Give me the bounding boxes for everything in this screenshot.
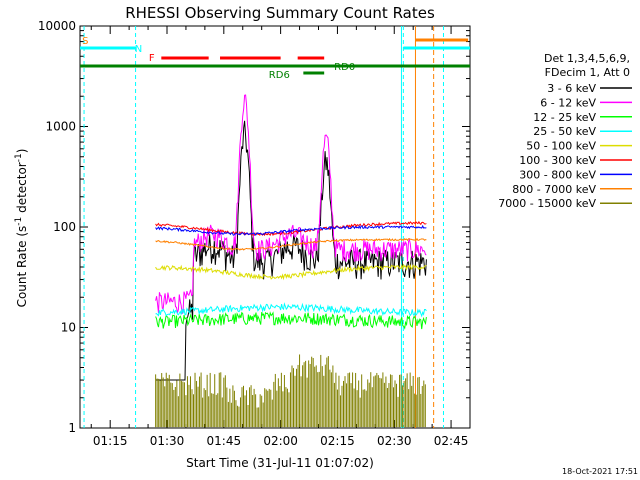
legend-item-label: 25 - 50 keV: [533, 125, 596, 138]
legend-item-label: 300 - 800 keV: [519, 168, 596, 181]
legend-header: FDecim 1, Att 0: [545, 66, 630, 79]
series-line: [155, 224, 427, 236]
legend-item-label: 3 - 6 keV: [547, 82, 596, 95]
series-line: [155, 120, 427, 381]
series-line: [155, 302, 427, 318]
legend: Det 1,3,4,5,6,9,FDecim 1, Att 0 3 - 6 keV…: [498, 52, 632, 210]
series-line: [155, 237, 427, 251]
x-tick-label: 02:45: [434, 434, 469, 448]
series-line: [155, 220, 427, 237]
legend-item-label: 7000 - 15000 keV: [498, 197, 596, 210]
y-tick-label: 10000: [38, 19, 76, 33]
x-tick-label: 02:15: [320, 434, 355, 448]
y-axis-label: Count Rate (s-1 detector-1): [14, 149, 29, 308]
legend-item-label: 12 - 25 keV: [533, 111, 596, 124]
flag-label-s: S: [82, 36, 88, 47]
y-tick-label: 1000: [45, 120, 76, 134]
legend-item-label: 100 - 300 keV: [519, 154, 596, 167]
legend-item-label: 800 - 7000 keV: [512, 183, 596, 196]
y-tick-label: 10: [61, 321, 76, 335]
chart-title: RHESSI Observing Summary Count Rates: [125, 4, 435, 22]
plot-area: 1 10 100 1000 10000 01:15 01:30 01:45 02:00 02:15…: [38, 19, 471, 448]
flag-label-n: N: [135, 44, 142, 55]
legend-header: Det 1,3,4,5,6,9,: [544, 52, 630, 65]
x-tick-label: 01:30: [150, 434, 185, 448]
x-tick-label: 01:45: [207, 434, 242, 448]
x-tick-label: 01:15: [93, 434, 128, 448]
flag-label-rd6: RD6: [269, 70, 290, 81]
flag-label-rd0: RD0: [334, 62, 355, 73]
legend-item-label: 6 - 12 keV: [540, 96, 596, 109]
timestamp: 18-Oct-2021 17:51: [562, 467, 638, 476]
x-tick-label: 02:30: [377, 434, 412, 448]
x-tick-label: 02:00: [263, 434, 298, 448]
flag-label-f: F: [149, 53, 155, 64]
legend-item-label: 50 - 100 keV: [526, 140, 596, 153]
series-line: [155, 94, 427, 314]
series-line: [155, 311, 427, 330]
series-line: [155, 263, 427, 281]
y-tick-label: 100: [53, 220, 76, 234]
x-axis-label: Start Time (31-Jul-11 01:07:02): [186, 456, 374, 470]
y-tick-label: 1: [68, 421, 76, 435]
